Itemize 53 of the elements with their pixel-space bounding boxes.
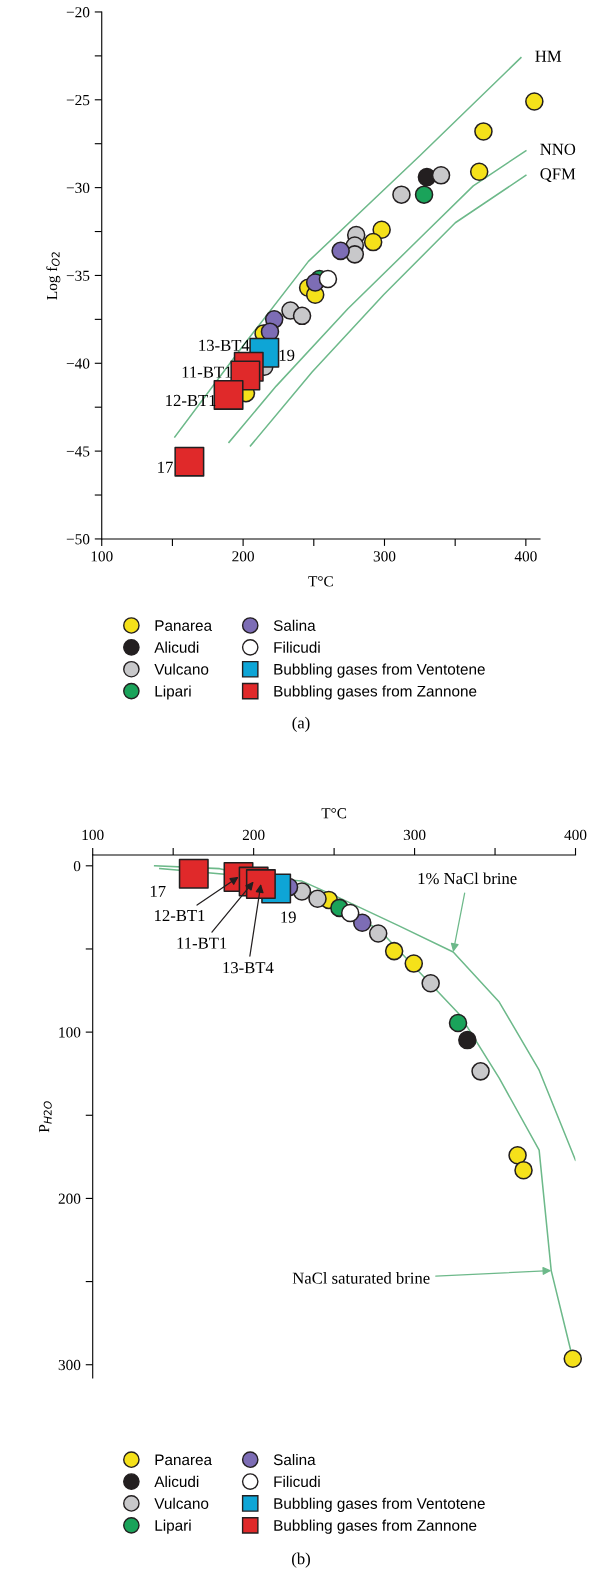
x-tick-label: 300 — [373, 551, 396, 562]
x-axis-title: T°C — [321, 808, 347, 819]
x-tick-label: 300 — [403, 829, 426, 841]
x-tick-label: 400 — [564, 829, 587, 841]
annotation: 19 — [279, 349, 295, 361]
legend-label: Panarea — [155, 1454, 213, 1466]
series-label: NNO — [540, 143, 576, 155]
annotation: 13-BT4 — [223, 962, 274, 974]
legend-label: Alicudi — [154, 641, 199, 653]
y-tick-label: 300 — [58, 1359, 81, 1371]
y-tick-label: −45 — [66, 446, 90, 457]
annotation: 17 — [150, 885, 166, 897]
annotation: NaCl saturated brine — [292, 1272, 430, 1284]
text: (b) — [292, 1552, 310, 1568]
series-label: HM — [535, 50, 562, 62]
annotation: 12-BT1 — [155, 909, 205, 922]
x-tick-label: 400 — [514, 551, 537, 562]
y-tick-label: −30 — [66, 182, 90, 194]
series-label: QFM — [540, 168, 576, 183]
annotation: 11-BT1 — [177, 937, 227, 949]
x-tick-label: 200 — [242, 829, 265, 841]
legend-label: Vulcano — [154, 663, 209, 675]
x-tick-label: 100 — [91, 551, 113, 562]
legend-label: Bubbling gases from Zannone — [274, 1519, 477, 1534]
y-axis-title: P$_{H2O}$ — [39, 1101, 52, 1133]
y-tick-label: 200 — [58, 1193, 81, 1204]
y-tick-label: −35 — [66, 270, 90, 281]
legend-label: Vulcano — [154, 1497, 209, 1509]
legend-label: Salina — [273, 1453, 316, 1466]
legend-label: Lipari — [155, 685, 191, 700]
legend-label: Bubbling gases from Zannone — [274, 685, 477, 700]
y-tick-label: −40 — [66, 358, 90, 369]
y-tick-label: −25 — [66, 94, 90, 106]
y-tick-label: −20 — [66, 7, 90, 18]
x-tick-label: 100 — [82, 829, 104, 841]
x-tick-label: 200 — [232, 551, 254, 562]
legend-label: Bubbling gases from Ventotene — [274, 663, 485, 678]
legend-label: Alicudi — [154, 1475, 199, 1488]
y-tick-label: −50 — [66, 534, 90, 545]
annotation: 19 — [281, 911, 296, 923]
y-tick-label: 100 — [59, 1027, 81, 1038]
legend-label: Filicudi — [274, 641, 320, 653]
legend-label: Panarea — [155, 620, 213, 631]
legend-label: Bubbling gases from Ventotene — [274, 1497, 485, 1512]
annotation: 17 — [158, 461, 173, 473]
legend-label: Lipari — [155, 1519, 191, 1534]
legend-label: Filicudi — [274, 1475, 320, 1488]
text: (a) — [292, 716, 310, 732]
annotation: 1% NaCl brine — [418, 872, 517, 885]
y-tick-label: 0 — [73, 860, 81, 872]
x-axis-title: T°C — [308, 576, 333, 587]
legend-label: Salina — [273, 619, 316, 631]
y-axis-title: Log f$_{O2}$ — [46, 252, 61, 300]
